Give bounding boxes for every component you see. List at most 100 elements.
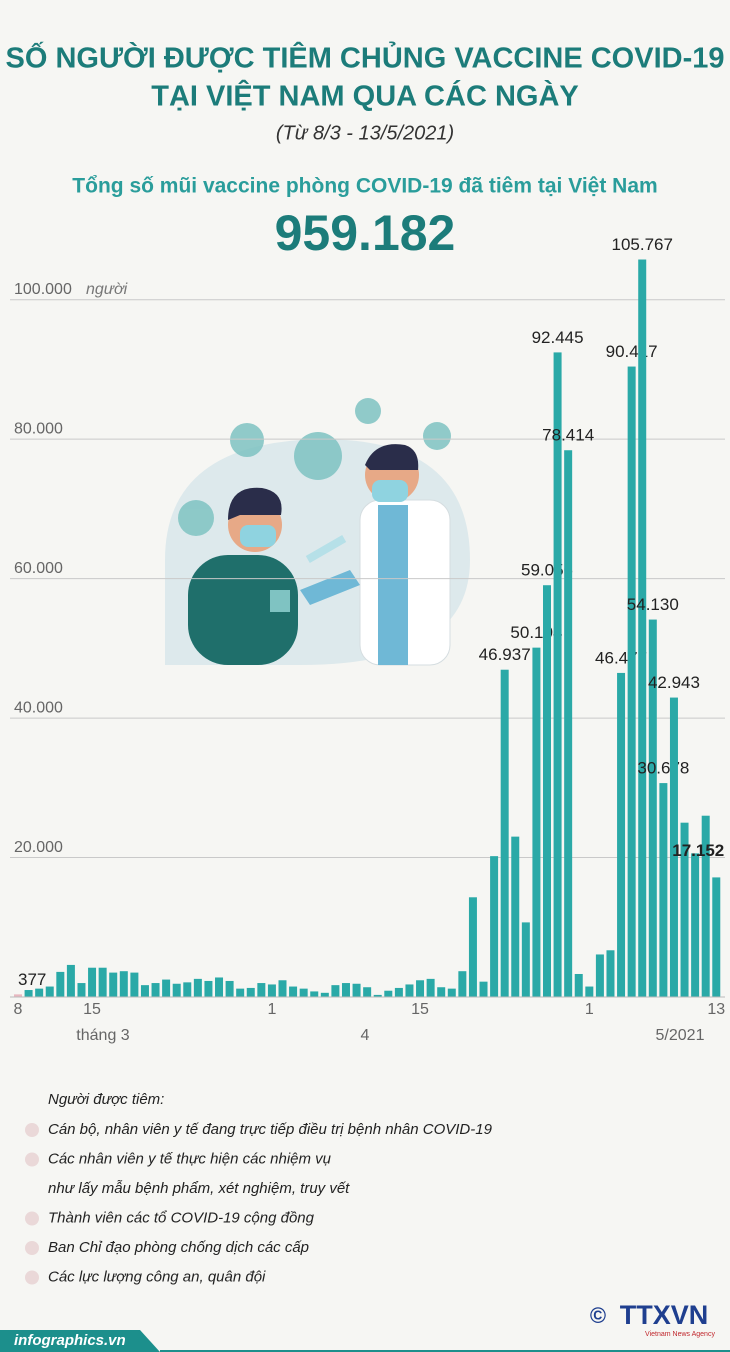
bar bbox=[320, 992, 329, 997]
footer-site: infographics.vn bbox=[14, 1332, 126, 1349]
value-label: 78.414 bbox=[542, 426, 594, 445]
legend-item: như lấy mẫu bệnh phẩm, xét nghiệm, truy … bbox=[48, 1180, 350, 1197]
bar bbox=[669, 697, 678, 997]
bar bbox=[24, 990, 33, 997]
bar bbox=[140, 985, 149, 997]
bar bbox=[595, 954, 604, 997]
legend-item: Cán bộ, nhân viên y tế đang trực tiếp đi… bbox=[48, 1121, 493, 1138]
bar bbox=[278, 980, 287, 997]
bar bbox=[384, 990, 393, 997]
legend-bullet bbox=[25, 1270, 39, 1285]
bar bbox=[574, 973, 583, 997]
bar bbox=[553, 352, 562, 997]
bar bbox=[511, 836, 520, 997]
bar bbox=[341, 983, 350, 997]
x-tick-label: 1 bbox=[585, 1001, 594, 1018]
bar bbox=[648, 619, 657, 997]
legend-item: Các lực lượng công an, quân đội bbox=[48, 1268, 266, 1285]
bar bbox=[130, 972, 139, 997]
bar bbox=[236, 988, 245, 997]
month-label: 4 bbox=[361, 1027, 370, 1044]
value-label: 377 bbox=[18, 970, 46, 989]
y-tick-label: 100.000 bbox=[14, 281, 72, 298]
bar bbox=[66, 964, 75, 997]
legend-item: Các nhân viên y tế thực hiện các nhiệm v… bbox=[48, 1150, 332, 1167]
bar bbox=[151, 983, 160, 997]
value-label: 42.943 bbox=[648, 673, 700, 692]
bar-chart: 20.000 40.000 60.000 80.000 100.000 người 8 377… bbox=[10, 235, 725, 1044]
bar bbox=[701, 815, 710, 997]
legend-item: Ban Chỉ đạo phòng chống dịch các cấp bbox=[48, 1239, 309, 1256]
bar bbox=[437, 987, 446, 997]
bar bbox=[585, 986, 594, 997]
x-tick-label: 15 bbox=[83, 1001, 101, 1018]
bar bbox=[331, 985, 340, 997]
bar bbox=[35, 988, 44, 997]
bar bbox=[363, 987, 372, 997]
footer-rule bbox=[160, 1350, 730, 1352]
bar bbox=[204, 980, 213, 997]
bar bbox=[426, 978, 435, 997]
legend-bullet bbox=[25, 1211, 39, 1226]
bar bbox=[712, 877, 721, 997]
x-tick-label: 13 bbox=[707, 1001, 725, 1018]
legend-item: Thành viên các tổ COVID-19 cộng đồng bbox=[48, 1209, 315, 1226]
bar bbox=[98, 967, 107, 997]
bar bbox=[680, 822, 689, 997]
bar bbox=[659, 783, 668, 997]
bar bbox=[119, 971, 128, 997]
bar bbox=[606, 950, 615, 997]
bar bbox=[373, 994, 382, 997]
y-tick-label: 40.000 bbox=[14, 699, 63, 716]
bar bbox=[479, 981, 488, 997]
bar bbox=[691, 853, 700, 997]
bar bbox=[88, 967, 97, 997]
legend: Người được tiêm: Cán bộ, nhân viên y tế … bbox=[25, 1091, 493, 1285]
agency-logo: TTXVN bbox=[620, 1300, 709, 1330]
legend-title: Người được tiêm: bbox=[48, 1091, 164, 1108]
y-tick-label: 80.000 bbox=[14, 420, 63, 437]
bar bbox=[172, 983, 181, 997]
value-label: 30.678 bbox=[637, 759, 689, 778]
bar bbox=[45, 986, 54, 997]
bar bbox=[416, 980, 425, 997]
bar bbox=[56, 971, 65, 997]
title-line: TẠI VIỆT NAM QUA CÁC NGÀY bbox=[151, 79, 578, 113]
value-label: 90.417 bbox=[606, 342, 658, 361]
bar bbox=[246, 987, 255, 997]
value-label: 54.130 bbox=[627, 595, 679, 614]
bar bbox=[14, 994, 22, 997]
bar bbox=[468, 897, 477, 997]
bar bbox=[183, 982, 192, 997]
bar bbox=[627, 366, 636, 998]
bar bbox=[215, 977, 224, 997]
value-label: 46.937 bbox=[479, 645, 531, 664]
bar bbox=[490, 856, 499, 997]
bar bbox=[543, 585, 551, 997]
bar bbox=[521, 922, 530, 997]
value-label: 17.152 bbox=[672, 841, 724, 860]
bar bbox=[257, 983, 266, 997]
agency-sub: Vietnam News Agency bbox=[645, 1331, 715, 1338]
bar bbox=[394, 987, 403, 997]
bar bbox=[532, 647, 541, 997]
bar bbox=[564, 450, 573, 997]
y-tick-label: 60.000 bbox=[14, 560, 63, 577]
copyright: © bbox=[590, 1303, 606, 1328]
bar bbox=[458, 971, 467, 997]
headline-total: 959.182 bbox=[275, 205, 456, 261]
x-tick-label: 8 bbox=[14, 1001, 23, 1018]
month-label: tháng 3 bbox=[76, 1027, 129, 1044]
bar bbox=[447, 988, 456, 997]
bar bbox=[405, 984, 414, 997]
legend-bullet bbox=[25, 1123, 39, 1137]
subtitle: (Từ 8/3 - 13/5/2021) bbox=[276, 122, 454, 144]
bar bbox=[352, 983, 361, 997]
bar bbox=[77, 983, 86, 997]
bar bbox=[299, 988, 308, 997]
bar bbox=[109, 972, 118, 997]
month-label: 5/2021 bbox=[656, 1027, 705, 1044]
value-label: 92.445 bbox=[532, 328, 584, 347]
illustration bbox=[165, 398, 470, 666]
